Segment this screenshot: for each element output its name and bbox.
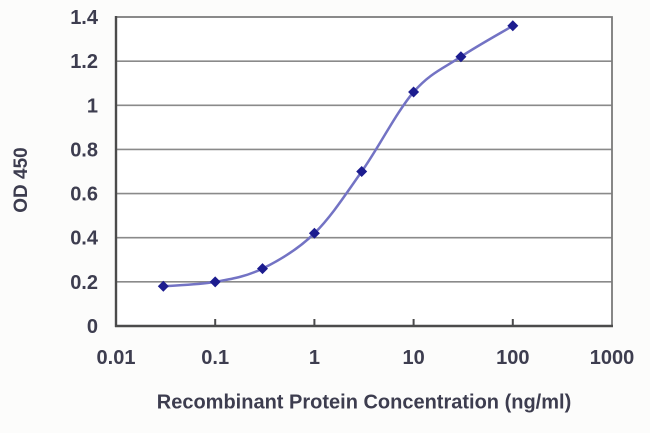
data-point-marker-30 [455, 51, 467, 63]
x-axis-title: Recombinant Protein Concentration (ng/ml… [156, 391, 572, 414]
x-tick-label-10: 10 [402, 347, 424, 369]
x-tick-label-1000: 1000 [590, 347, 635, 369]
x-tick-label-1: 1 [309, 347, 320, 369]
y-tick-label-0.4: 0.4 [70, 228, 99, 250]
data-point-marker-1 [308, 227, 320, 239]
data-point-marker-100 [507, 20, 519, 32]
x-tick-label-100: 100 [496, 347, 529, 369]
y-axis-title: OD 450 [11, 147, 32, 213]
data-point-marker-0.03 [157, 280, 169, 292]
data-point-marker-10 [408, 86, 420, 98]
y-tick-label-0: 0 [87, 316, 98, 338]
x-tick-label-0.1: 0.1 [201, 347, 229, 369]
y-tick-label-0.2: 0.2 [70, 272, 98, 294]
y-tick-label-0.6: 0.6 [70, 184, 98, 206]
y-tick-label-1.4: 1.4 [70, 7, 99, 29]
data-point-marker-0.1 [209, 276, 221, 288]
y-tick-label-1.2: 1.2 [70, 51, 98, 73]
y-tick-label-0.8: 0.8 [70, 139, 98, 161]
series-curve [162, 24, 515, 288]
x-tick-label-0.01: 0.01 [97, 347, 136, 369]
plot-border [116, 16, 613, 326]
y-tick-label-1: 1 [87, 95, 98, 117]
data-point-marker-3 [356, 166, 368, 177]
data-point-marker-0.3 [257, 263, 268, 275]
